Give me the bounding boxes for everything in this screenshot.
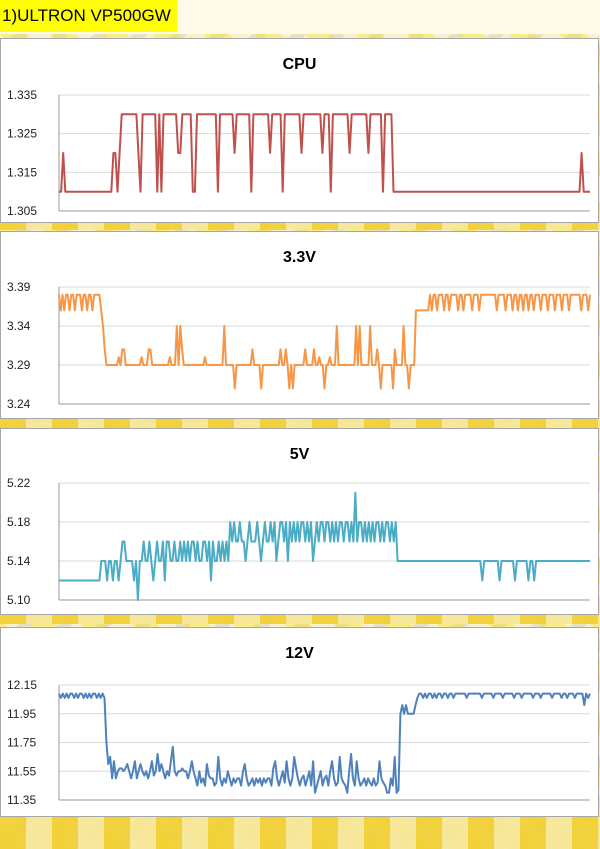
- chart-title: 5V: [290, 446, 310, 463]
- series-line: [58, 293, 591, 390]
- series-line: [59, 113, 590, 193]
- chart-panel-5v: 5V 5.22 5.18 5.14 5.10: [0, 428, 599, 615]
- series-line: [58, 692, 591, 794]
- chart-cpu: CPU 1.335 1.325 1.315 1.305: [7, 56, 590, 218]
- chart-title: 3.3V: [283, 249, 316, 266]
- y-tick-label: 11.55: [7, 764, 36, 778]
- y-tick-label: 5.10: [7, 593, 31, 607]
- y-tick-label: 1.305: [7, 204, 37, 218]
- y-tick-label: 3.39: [7, 280, 31, 294]
- chart-3v3: 3.3V 3.39 3.34 3.29 3.24: [7, 249, 591, 411]
- y-tick-label: 3.29: [7, 358, 31, 372]
- background-stripe: [0, 816, 600, 849]
- y-tick-label: 11.75: [7, 736, 36, 750]
- y-tick-label: 11.95: [7, 707, 36, 721]
- y-tick-label: 1.315: [7, 165, 37, 179]
- y-tick-label: 1.335: [7, 88, 37, 102]
- y-tick-label: 3.24: [7, 397, 31, 411]
- chart-title: CPU: [283, 56, 317, 73]
- y-tick-label: 3.34: [7, 319, 31, 333]
- chart-panel-12v: 12V 12.15 11.95 11.75 11.55 11.35: [0, 627, 599, 817]
- y-tick-label: 11.35: [7, 793, 36, 807]
- y-tick-label: 1.325: [7, 127, 37, 141]
- chart-5v: 5V 5.22 5.18 5.14 5.10: [7, 446, 590, 607]
- y-tick-label: 5.18: [7, 515, 31, 529]
- series-line: [59, 491, 590, 601]
- chart-12v: 12V 12.15 11.95 11.75 11.55 11.35: [7, 645, 591, 807]
- page-title: 1)ULTRON VP500GW: [0, 0, 177, 32]
- chart-panel-3v3: 3.3V 3.39 3.34 3.29 3.24: [0, 231, 599, 419]
- y-tick-label: 5.14: [7, 554, 31, 568]
- chart-title: 12V: [285, 645, 314, 662]
- y-tick-label: 12.15: [7, 678, 37, 692]
- chart-panel-cpu: CPU 1.335 1.325 1.315 1.305: [0, 38, 599, 223]
- y-tick-label: 5.22: [7, 476, 31, 490]
- heading-bar: 1)ULTRON VP500GW: [0, 0, 600, 34]
